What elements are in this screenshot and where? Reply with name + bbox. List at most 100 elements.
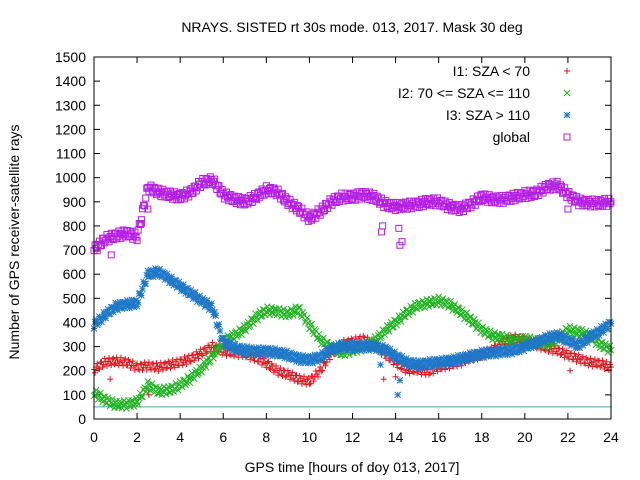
plot-frame <box>93 56 612 420</box>
point-i3 <box>216 327 224 335</box>
point-i1 <box>394 364 401 371</box>
point-i3 <box>365 346 373 354</box>
outlier-point-i1 <box>145 391 152 398</box>
point-i1 <box>581 359 588 366</box>
point-i1 <box>406 370 413 377</box>
y-tick-label: 800 <box>63 218 87 234</box>
point-i1 <box>112 360 119 367</box>
legend-label-i2: I2: 70 <= SZA <= 110 <box>398 85 530 101</box>
point-i2 <box>246 322 254 329</box>
point-i1 <box>150 360 157 367</box>
y-axis-label: Number of GPS receiver-satellite rays <box>6 125 22 360</box>
point-i2 <box>289 312 297 319</box>
point-i1 <box>137 360 144 367</box>
point-i3 <box>325 351 333 358</box>
point-i1 <box>199 352 206 359</box>
point-i1 <box>307 380 314 387</box>
point-i1 <box>298 380 305 387</box>
point-i1 <box>597 363 604 370</box>
point-i3 <box>473 354 480 362</box>
point-i1 <box>310 378 317 385</box>
point-i1 <box>247 356 254 363</box>
point-i1 <box>599 357 606 364</box>
point-i1 <box>110 355 117 362</box>
point-i1 <box>126 358 133 365</box>
point-i2 <box>381 331 389 339</box>
x-tick-label: 10 <box>302 429 318 445</box>
point-global <box>142 194 150 202</box>
point-i2 <box>509 339 517 346</box>
point-i1 <box>364 334 371 341</box>
point-i1 <box>101 355 108 362</box>
point-i1 <box>319 367 326 374</box>
point-i2 <box>256 307 264 315</box>
point-i1 <box>575 351 582 358</box>
point-i1 <box>192 354 199 361</box>
outlier-point-global <box>137 220 145 228</box>
x-tick-label: 16 <box>431 429 447 445</box>
point-i1 <box>183 361 190 368</box>
point-i1 <box>315 373 322 380</box>
point-i2 <box>197 364 204 372</box>
y-tick-label: 1000 <box>55 170 86 186</box>
point-i1 <box>138 361 145 368</box>
point-i1 <box>200 346 207 353</box>
point-i3 <box>142 280 150 288</box>
point-i1 <box>317 364 324 371</box>
legend-label-global: global <box>493 129 530 145</box>
point-i1 <box>592 361 599 368</box>
x-tick-label: 8 <box>262 429 270 445</box>
legend-marker-i1 <box>564 68 570 74</box>
point-i1 <box>295 378 302 385</box>
point-i2 <box>139 393 146 401</box>
point-i2 <box>276 308 284 315</box>
point-i3 <box>133 302 141 310</box>
point-global <box>308 216 316 224</box>
point-i1 <box>430 370 437 377</box>
outlier-point-global <box>107 251 115 259</box>
point-i2 <box>503 331 510 339</box>
point-global <box>315 209 323 217</box>
point-i1 <box>129 358 136 365</box>
y-tick-label: 500 <box>63 290 87 306</box>
outlier-point-i1 <box>380 376 387 383</box>
point-i1 <box>282 374 289 381</box>
point-i1 <box>99 364 106 371</box>
point-i3 <box>208 300 215 307</box>
point-i2 <box>201 362 209 369</box>
point-i2 <box>236 325 243 332</box>
point-i1 <box>103 363 110 370</box>
point-i2 <box>390 323 397 331</box>
point-i2 <box>114 403 122 411</box>
x-tick-label: 14 <box>388 429 404 445</box>
point-i2 <box>445 304 452 311</box>
point-i1 <box>265 358 272 365</box>
outlier-point-i1 <box>567 367 574 374</box>
point-i2 <box>280 305 287 313</box>
point-i2 <box>425 303 433 311</box>
point-i2 <box>129 397 137 405</box>
point-i1 <box>596 357 603 364</box>
point-i1 <box>209 339 216 346</box>
x-tick-label: 18 <box>474 429 490 445</box>
x-tick-label: 2 <box>133 429 141 445</box>
y-tick-label: 1500 <box>55 49 86 65</box>
plot-area <box>90 173 615 412</box>
point-i2 <box>314 334 322 342</box>
outlier-point-global <box>379 222 387 230</box>
point-i1 <box>557 351 564 358</box>
point-i3 <box>215 321 223 328</box>
outlier-point-i1 <box>107 376 114 383</box>
point-i1 <box>273 363 280 370</box>
point-i3 <box>160 269 168 277</box>
point-i1 <box>291 377 298 384</box>
point-i1 <box>259 361 266 368</box>
point-i2 <box>519 332 527 340</box>
outliers-i3 <box>377 361 404 399</box>
point-i2 <box>138 393 145 401</box>
point-i1 <box>606 361 613 368</box>
point-i1 <box>593 363 600 370</box>
point-i1 <box>559 345 566 352</box>
point-i2 <box>154 390 161 397</box>
y-tick-label: 400 <box>63 314 87 330</box>
